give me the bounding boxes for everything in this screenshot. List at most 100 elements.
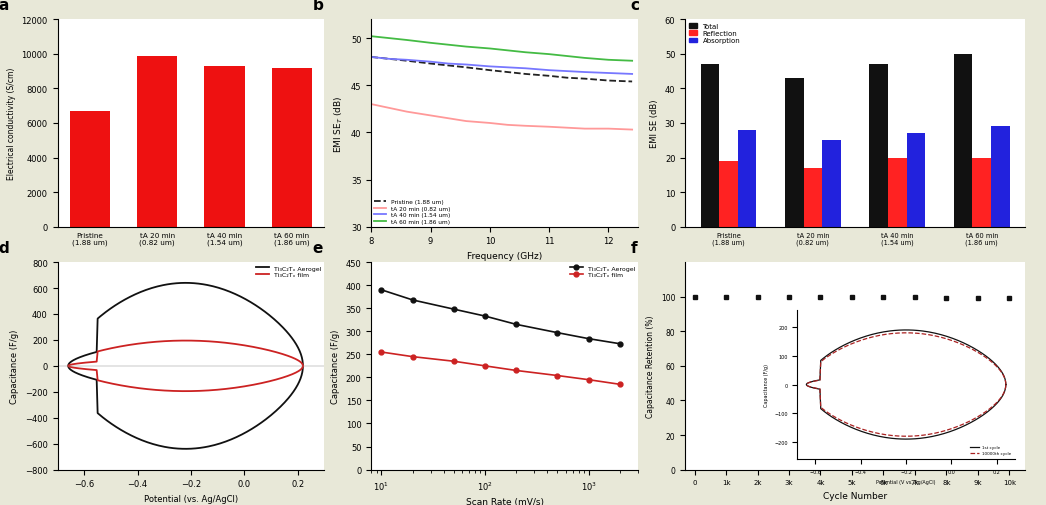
tA 60 min (1.86 um): [442, 42, 455, 48]
Bar: [272, 69, 312, 227]
tA 60 min (1.86 um): [365, 34, 378, 40]
Ti₃C₂Tₓ film: [406, 354, 418, 360]
Bar: [907, 134, 926, 227]
Bar: [822, 141, 841, 227]
Bar: [869, 65, 888, 227]
Legend: Ti₃C₂Tₓ Aerogel, Ti₃C₂Tₓ film: Ti₃C₂Tₓ Aerogel, Ti₃C₂Tₓ film: [256, 266, 321, 278]
Line: Pristine (1.88 um): Pristine (1.88 um): [371, 58, 632, 82]
Line: Ti₃C₂Tₓ Aerogel: Ti₃C₂Tₓ Aerogel: [379, 288, 622, 346]
tA 60 min (1.86 um): [602, 58, 615, 64]
Ti₃C₂Tₓ film: [614, 381, 627, 387]
Ti₃C₂Tₓ film: [583, 377, 595, 383]
Legend: Ti₃C₂Tₓ Aerogel, Ti₃C₂Tₓ film: Ti₃C₂Tₓ Aerogel, Ti₃C₂Tₓ film: [570, 266, 635, 278]
tA 40 min (1.54 um): [442, 62, 455, 68]
X-axis label: Frequency (GHz): Frequency (GHz): [468, 251, 542, 261]
Text: a: a: [0, 0, 9, 13]
Text: d: d: [0, 240, 9, 255]
Y-axis label: Electrical conductivity (S/cm): Electrical conductivity (S/cm): [7, 68, 16, 180]
tA 60 min (1.86 um): [561, 54, 573, 60]
tA 40 min (1.54 um): [365, 55, 378, 61]
tA 20 min (0.82 um): [483, 121, 496, 127]
Pristine (1.88 um): [626, 79, 638, 85]
Pristine (1.88 um): [543, 74, 555, 80]
Ti₃C₂Tₓ film: [376, 349, 388, 356]
Line: tA 60 min (1.86 um): tA 60 min (1.86 um): [371, 37, 632, 62]
Pristine (1.88 um): [519, 72, 531, 78]
Bar: [888, 158, 907, 227]
Text: e: e: [313, 240, 323, 255]
Ti₃C₂Tₓ Aerogel: [376, 287, 388, 293]
tA 20 min (0.82 um): [460, 119, 473, 125]
Pristine (1.88 um): [602, 78, 615, 84]
tA 40 min (1.54 um): [425, 60, 437, 66]
Pristine (1.88 um): [442, 63, 455, 69]
tA 60 min (1.86 um): [383, 36, 395, 42]
tA 40 min (1.54 um): [401, 58, 413, 64]
Pristine (1.88 um): [401, 59, 413, 65]
Bar: [991, 127, 1009, 227]
tA 60 min (1.86 um): [460, 44, 473, 50]
Y-axis label: Capacitance (F/g): Capacitance (F/g): [10, 329, 20, 403]
tA 40 min (1.54 um): [543, 68, 555, 74]
tA 20 min (0.82 um): [365, 102, 378, 108]
tA 40 min (1.54 um): [626, 72, 638, 78]
Pristine (1.88 um): [365, 55, 378, 61]
X-axis label: Cycle Number: Cycle Number: [823, 491, 887, 500]
tA 40 min (1.54 um): [519, 66, 531, 72]
Bar: [954, 55, 973, 227]
tA 20 min (0.82 um): [543, 124, 555, 130]
tA 20 min (0.82 um): [626, 127, 638, 133]
Bar: [737, 131, 756, 227]
tA 60 min (1.86 um): [483, 46, 496, 53]
Ti₃C₂Tₓ film: [448, 359, 460, 365]
Pristine (1.88 um): [501, 70, 514, 76]
Text: f: f: [631, 240, 637, 255]
Bar: [701, 65, 720, 227]
Text: c: c: [631, 0, 640, 13]
tA 40 min (1.54 um): [561, 69, 573, 75]
tA 20 min (0.82 um): [383, 106, 395, 112]
tA 20 min (0.82 um): [442, 116, 455, 122]
Y-axis label: EMI SE (dB): EMI SE (dB): [651, 99, 659, 148]
Pristine (1.88 um): [425, 62, 437, 68]
Bar: [784, 79, 803, 227]
Legend: Total, Reflection, Absorption: Total, Reflection, Absorption: [688, 24, 741, 44]
Bar: [137, 57, 178, 227]
tA 40 min (1.54 um): [383, 57, 395, 63]
tA 20 min (0.82 um): [501, 123, 514, 129]
Ti₃C₂Tₓ film: [509, 368, 522, 374]
Y-axis label: Capacitance Retention (%): Capacitance Retention (%): [646, 315, 656, 417]
Legend: Pristine (1.88 um), tA 20 min (0.82 um), tA 40 min (1.54 um), tA 60 min (1.86 um: Pristine (1.88 um), tA 20 min (0.82 um),…: [374, 199, 450, 224]
tA 20 min (0.82 um): [401, 110, 413, 116]
tA 60 min (1.86 um): [626, 59, 638, 65]
Bar: [720, 162, 737, 227]
Bar: [204, 67, 245, 227]
Y-axis label: EMI SE$_T$ (dB): EMI SE$_T$ (dB): [333, 95, 345, 153]
tA 20 min (0.82 um): [561, 125, 573, 131]
Pristine (1.88 um): [578, 76, 591, 82]
Y-axis label: Capacitance (F/g): Capacitance (F/g): [332, 329, 340, 403]
Ti₃C₂Tₓ Aerogel: [448, 307, 460, 313]
tA 60 min (1.86 um): [543, 52, 555, 58]
tA 40 min (1.54 um): [483, 64, 496, 70]
Ti₃C₂Tₓ film: [479, 363, 492, 369]
Ti₃C₂Tₓ Aerogel: [509, 322, 522, 328]
tA 20 min (0.82 um): [519, 124, 531, 130]
Pristine (1.88 um): [383, 57, 395, 63]
Ti₃C₂Tₓ Aerogel: [479, 314, 492, 320]
tA 20 min (0.82 um): [602, 126, 615, 132]
Pristine (1.88 um): [561, 76, 573, 82]
tA 40 min (1.54 um): [602, 71, 615, 77]
tA 40 min (1.54 um): [460, 62, 473, 68]
Ti₃C₂Tₓ Aerogel: [406, 297, 418, 304]
Line: tA 20 min (0.82 um): tA 20 min (0.82 um): [371, 105, 632, 130]
X-axis label: Potential (vs. Ag/AgCl): Potential (vs. Ag/AgCl): [144, 494, 237, 503]
Ti₃C₂Tₓ Aerogel: [551, 330, 564, 336]
tA 60 min (1.86 um): [519, 50, 531, 56]
Line: Ti₃C₂Tₓ film: Ti₃C₂Tₓ film: [379, 350, 622, 387]
Pristine (1.88 um): [483, 68, 496, 74]
Ti₃C₂Tₓ Aerogel: [614, 341, 627, 347]
tA 60 min (1.86 um): [501, 48, 514, 55]
tA 20 min (0.82 um): [578, 126, 591, 132]
Bar: [973, 158, 991, 227]
